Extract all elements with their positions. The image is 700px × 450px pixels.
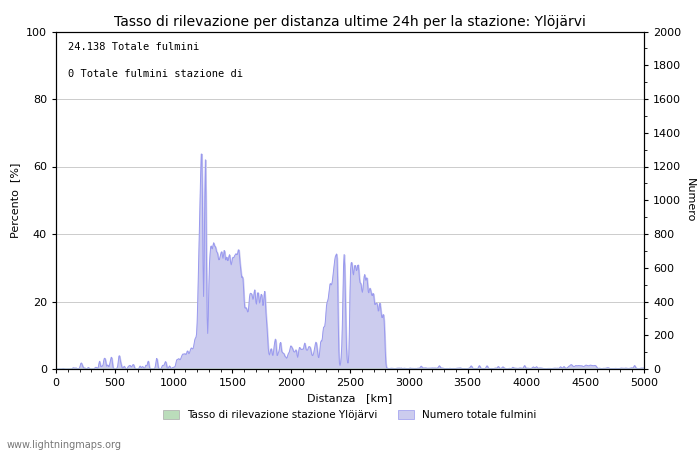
Title: Tasso di rilevazione per distanza ultime 24h per la stazione: Ylöjärvi: Tasso di rilevazione per distanza ultime… [114,15,586,29]
Legend: Tasso di rilevazione stazione Ylöjärvi, Numero totale fulmini: Tasso di rilevazione stazione Ylöjärvi, … [159,406,541,424]
Text: www.lightningmaps.org: www.lightningmaps.org [7,440,122,450]
Y-axis label: Numero: Numero [685,178,695,222]
Text: 24.138 Totale fulmini: 24.138 Totale fulmini [68,42,199,52]
Y-axis label: Percento  [%]: Percento [%] [10,162,20,238]
X-axis label: Distanza   [km]: Distanza [km] [307,394,393,404]
Text: 0 Totale fulmini stazione di: 0 Totale fulmini stazione di [68,68,243,79]
